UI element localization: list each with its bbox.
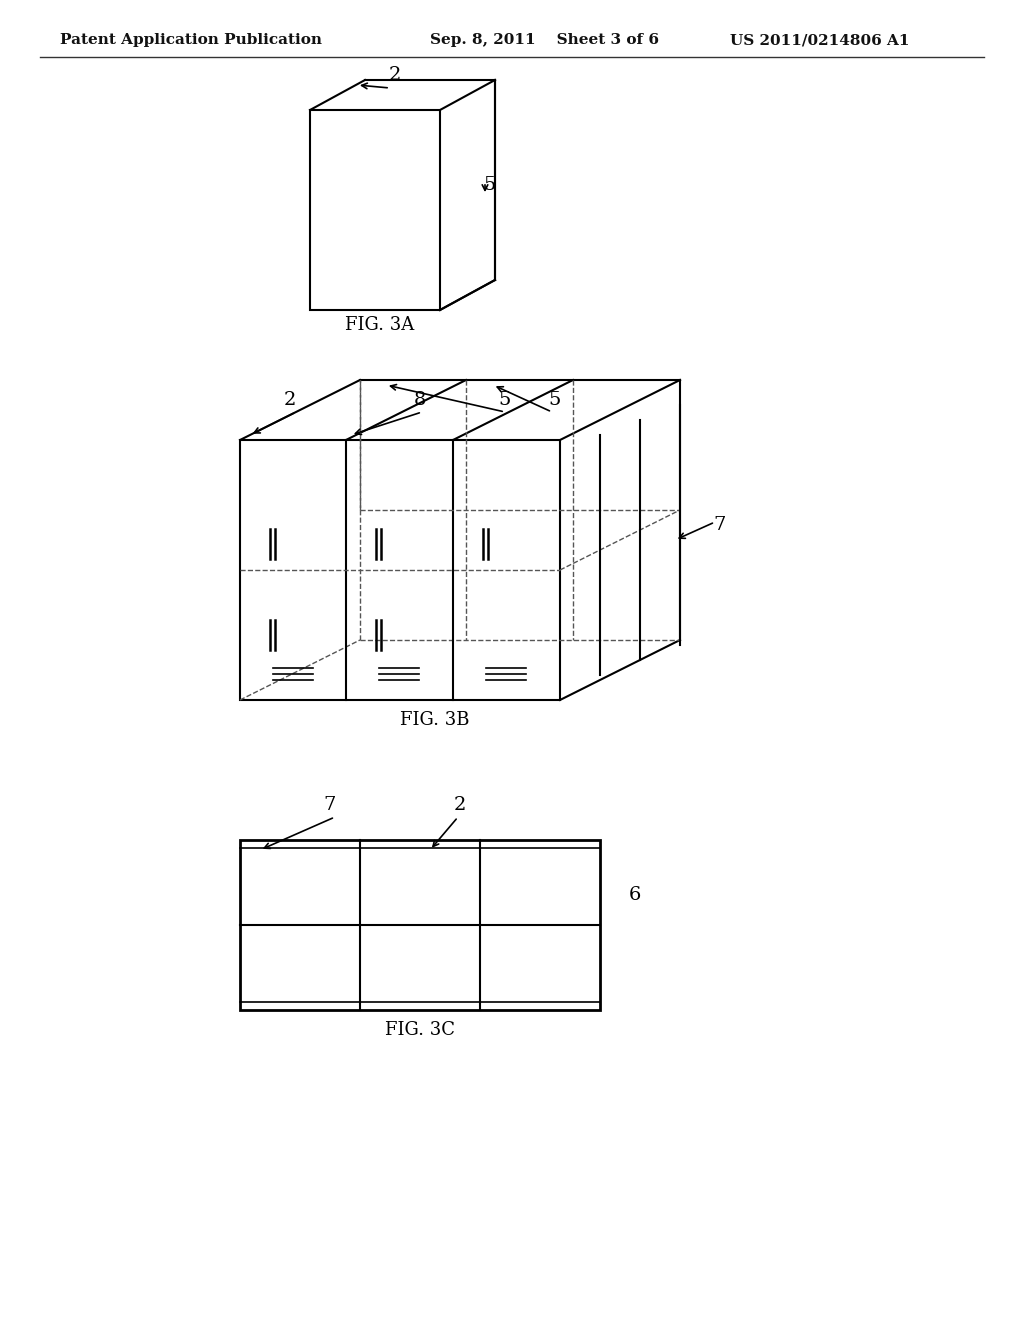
Text: 5: 5 [499,391,511,409]
Text: US 2011/0214806 A1: US 2011/0214806 A1 [730,33,909,48]
Text: 5: 5 [483,176,497,194]
Text: Patent Application Publication: Patent Application Publication [60,33,322,48]
Text: 6: 6 [629,886,641,904]
Text: FIG. 3C: FIG. 3C [385,1020,455,1039]
Text: 2: 2 [389,66,401,84]
Text: Sep. 8, 2011    Sheet 3 of 6: Sep. 8, 2011 Sheet 3 of 6 [430,33,659,48]
Text: 7: 7 [324,796,336,814]
Text: FIG. 3A: FIG. 3A [345,315,415,334]
Text: 8: 8 [414,391,426,409]
Text: 5: 5 [549,391,561,409]
Text: 7: 7 [714,516,726,535]
Text: 2: 2 [454,796,466,814]
Text: 2: 2 [284,391,296,409]
Text: FIG. 3B: FIG. 3B [400,711,470,729]
